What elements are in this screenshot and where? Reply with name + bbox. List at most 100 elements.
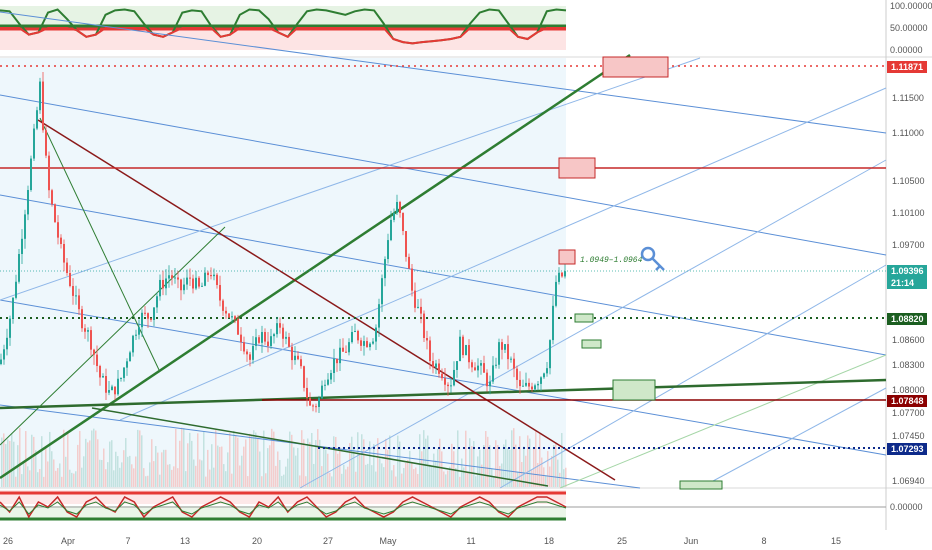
volume-bar (321, 466, 323, 487)
volume-bar (129, 455, 131, 487)
volume-bar (545, 475, 547, 487)
candle-body (363, 341, 365, 346)
volume-bar (381, 463, 383, 487)
volume-bar (55, 470, 57, 487)
volume-bar (99, 459, 101, 487)
candle-body (471, 362, 473, 368)
volume-bar (265, 473, 267, 487)
volume-bar (385, 438, 387, 487)
candle-body (453, 369, 455, 386)
volume-bar (455, 467, 457, 487)
volume-bar (429, 464, 431, 487)
volume-bar (157, 452, 159, 487)
candle-body (468, 345, 470, 363)
top-osc-tick: 100.00000 (890, 1, 932, 11)
price-badge-box (887, 313, 927, 325)
candle-body (264, 332, 266, 342)
volume-bar (525, 455, 527, 487)
volume-bar (23, 463, 25, 487)
volume-bar (247, 476, 249, 487)
time-axis-label: 8 (761, 536, 766, 546)
volume-bar (189, 432, 191, 487)
volume-bar (11, 433, 13, 487)
candle-body (258, 337, 260, 343)
volume-bar (431, 465, 433, 487)
volume-bar (15, 476, 17, 487)
candle-body (321, 385, 323, 399)
candle-body (516, 368, 518, 380)
red-descending-trendline (37, 119, 616, 481)
volume-bar (359, 453, 361, 487)
candle-body (81, 309, 83, 329)
candle-body (381, 278, 383, 305)
candle-body (210, 275, 212, 277)
candle-body (351, 331, 353, 343)
volume-bar (33, 436, 35, 487)
candle-body (540, 377, 542, 384)
volume-bar (249, 433, 251, 487)
volume-bar (559, 472, 561, 487)
volume-bar (315, 440, 317, 487)
volume-bar (65, 456, 67, 487)
volume-bar (433, 453, 435, 487)
volume-bar (409, 450, 411, 487)
volume-bar (535, 431, 537, 487)
volume-bar (325, 449, 327, 487)
volume-bar (209, 469, 211, 487)
candle-body (303, 366, 305, 388)
volume-bar (423, 430, 425, 487)
volume-bar (61, 476, 63, 487)
volume-bar (481, 464, 483, 487)
volume-bar (45, 445, 47, 487)
candle-body (513, 358, 515, 369)
volume-bar (373, 443, 375, 487)
volume-bar (121, 462, 123, 487)
candle-body (105, 376, 107, 393)
candle-body (372, 341, 374, 344)
volume-bar (63, 429, 65, 487)
candle-body (273, 334, 275, 337)
candle-body (39, 81, 41, 111)
volume-bar (133, 468, 135, 487)
key-icon-shaft (651, 257, 665, 271)
candle-body (561, 272, 563, 277)
volume-bar (109, 441, 111, 487)
candle-body (195, 277, 197, 289)
volume-bar (435, 460, 437, 487)
rising-fan-lines (0, 57, 887, 489)
candle-body (360, 340, 362, 346)
volume-bar (149, 462, 151, 487)
candle-body (57, 222, 59, 238)
volume-bar (261, 476, 263, 487)
candle-body (69, 272, 71, 287)
candle-body (12, 297, 14, 319)
volume-bar (13, 441, 15, 487)
candle-body (384, 259, 386, 279)
volume-bar (271, 428, 273, 487)
candle-body (285, 336, 287, 339)
volume-bar (75, 471, 77, 487)
time-axis-label: 18 (544, 536, 554, 546)
demand-zone-box (574, 313, 594, 323)
volume-bar (161, 452, 163, 487)
volume-bar (143, 468, 145, 487)
volume-bar (505, 439, 507, 487)
volume-bar (173, 466, 175, 487)
candle-body (429, 340, 431, 362)
volume-bar (79, 430, 81, 487)
volume-bar (197, 433, 199, 487)
candle-body (171, 275, 173, 279)
volume-bar (57, 468, 59, 487)
candle-body (342, 347, 344, 352)
candle-body (318, 398, 320, 407)
candle-body (93, 349, 95, 355)
volume-bar (171, 469, 173, 487)
volume-bar (9, 440, 11, 487)
volume-bar (391, 470, 393, 487)
candle-body (462, 336, 464, 356)
candle-body (426, 338, 428, 341)
candle-body (252, 345, 254, 360)
volume-bar (145, 476, 147, 487)
volume-bar (495, 440, 497, 487)
candle-body (534, 385, 536, 390)
